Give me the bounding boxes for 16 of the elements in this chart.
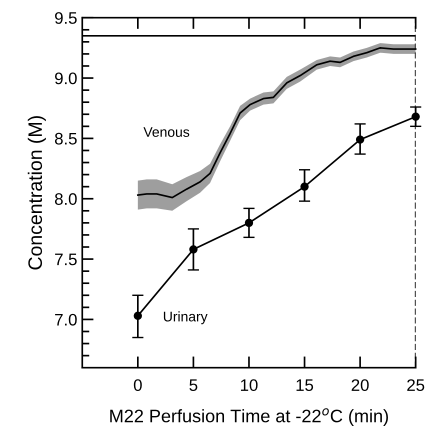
x-tick-label: 0 bbox=[134, 379, 142, 392]
y-tick-label: 7.0 bbox=[55, 314, 77, 326]
x-axis-title: M22 Perfusion Time at -22$^{o}$C (min) bbox=[110, 408, 388, 426]
y-axis-title: Concentration (M) bbox=[28, 116, 46, 270]
x-tick-label: 10 bbox=[240, 379, 258, 392]
y-tick-label: 9.0 bbox=[55, 72, 77, 84]
y-tick-label: 8.5 bbox=[54, 132, 77, 145]
y-tick-label: 7.5 bbox=[55, 254, 77, 266]
y-tick-label: 9.5 bbox=[55, 12, 77, 24]
x-tick-label: 15 bbox=[296, 379, 314, 392]
x-tick-label: 5 bbox=[189, 379, 198, 392]
text: Venous bbox=[143, 127, 190, 137]
y-tick-label: 8.0 bbox=[54, 193, 77, 205]
series-label: Urinary bbox=[164, 311, 208, 324]
x-tick-label: 20 bbox=[352, 379, 369, 392]
x-tick-label: 25 bbox=[407, 379, 424, 392]
